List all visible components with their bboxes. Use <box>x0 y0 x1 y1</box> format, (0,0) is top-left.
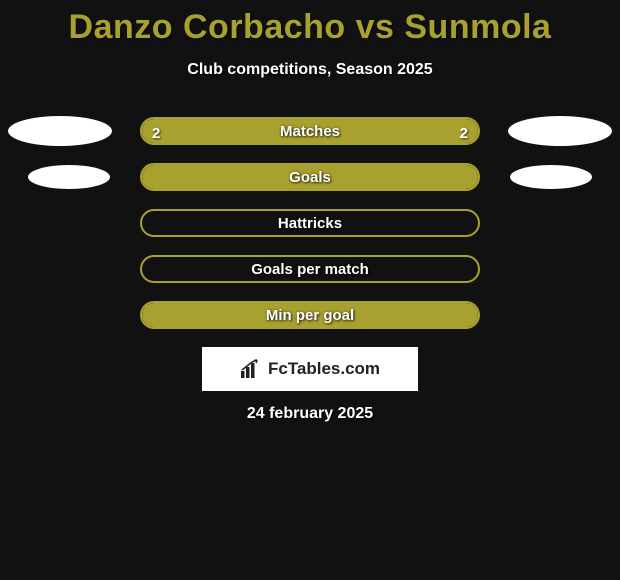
source-logo-text: FcTables.com <box>268 359 380 379</box>
stat-value-right: 2 <box>460 119 468 145</box>
player-left-avatar <box>28 165 110 189</box>
source-logo: FcTables.com <box>202 347 418 391</box>
stat-row: Goals <box>0 163 620 191</box>
stat-bar-track: Goals per match <box>140 255 480 283</box>
comparison-chart: 2 Matches 2 Goals Hattricks Goals per ma… <box>0 117 620 329</box>
comparison-subtitle: Club competitions, Season 2025 <box>0 61 620 79</box>
stat-bar-fill-full <box>142 303 478 327</box>
comparison-title: Danzo Corbacho vs Sunmola <box>0 0 620 47</box>
stat-row: Min per goal <box>0 301 620 329</box>
stat-bar-track: 2 Matches 2 <box>140 117 480 145</box>
stat-bar-fill-full <box>142 165 478 189</box>
stat-bar-track: Hattricks <box>140 209 480 237</box>
stat-row: Hattricks <box>0 209 620 237</box>
generation-date: 24 february 2025 <box>0 405 620 423</box>
stat-value-left: 2 <box>152 119 160 145</box>
stat-label: Goals per match <box>142 257 478 281</box>
bar-chart-icon <box>240 359 262 379</box>
stat-row: Goals per match <box>0 255 620 283</box>
stat-row: 2 Matches 2 <box>0 117 620 145</box>
stat-bar-track: Min per goal <box>140 301 480 329</box>
player-right-avatar <box>508 116 612 146</box>
stat-label: Hattricks <box>142 211 478 235</box>
player-right-avatar <box>510 165 592 189</box>
stat-bar-fill-left <box>142 119 310 143</box>
player-left-avatar <box>8 116 112 146</box>
stat-bar-fill-right <box>310 119 478 143</box>
stat-bar-track: Goals <box>140 163 480 191</box>
